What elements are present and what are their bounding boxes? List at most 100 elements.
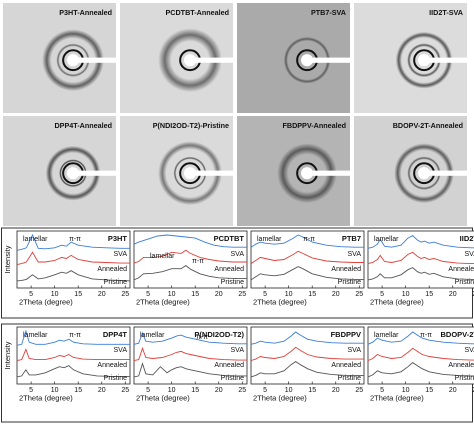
x-tick-label: 20 xyxy=(449,291,457,298)
y-axis-label: Intensity xyxy=(3,341,12,369)
pattern-tile: IID2T-SVA xyxy=(354,3,474,113)
pattern-tile: DPP4T-Annealed xyxy=(3,116,124,226)
diffraction-patterns: P3HT-Annealed PCDTBT-Annealed PTB7-SVA IID2… xyxy=(3,3,474,226)
curve-label-annealed: Annealed xyxy=(448,362,474,369)
pattern-tile: PTB7-SVA xyxy=(237,3,358,113)
x-axis-label: 2Theta (degree) xyxy=(370,394,424,403)
pattern-label: FBDPPV-Annealed xyxy=(282,121,346,130)
beamstop-center xyxy=(418,54,430,66)
x-tick-label: 15 xyxy=(425,291,433,298)
x-tick-label: 25 xyxy=(121,387,129,394)
beamstop-center xyxy=(301,167,313,179)
curve-label-sva: SVA xyxy=(231,347,245,354)
pattern-tile: FBDPPV-Annealed xyxy=(237,116,358,226)
curve-label-annealed: Annealed xyxy=(97,362,127,369)
annotation-label: lamellar xyxy=(257,236,282,243)
curve-label-annealed: Annealed xyxy=(448,266,474,273)
annotation-label: π-π xyxy=(420,332,432,339)
pattern-tile: BDOPV-2T-Annealed xyxy=(354,116,474,226)
beamstop xyxy=(424,171,467,176)
x-tick-label: 15 xyxy=(74,291,82,298)
pattern-label: P(NDI2OD-T2)-Pristine xyxy=(153,121,229,130)
x-tick-label: 25 xyxy=(121,291,129,298)
annotation-label: lamellar xyxy=(140,332,165,339)
curve-label-sva: SVA xyxy=(348,251,362,258)
pattern-label: IID2T-SVA xyxy=(429,8,463,17)
annotation-label: lamellar xyxy=(374,236,399,243)
x-axis-label: 2Theta (degree) xyxy=(253,394,307,403)
beamstop-center xyxy=(67,54,79,66)
curve-label-sva: SVA xyxy=(114,251,128,258)
curve-label-annealed: Annealed xyxy=(214,362,244,369)
beamstop-center xyxy=(67,167,79,179)
pattern-label: DPP4T-Annealed xyxy=(54,121,112,130)
annotation-label: lamellar xyxy=(23,236,48,243)
panel-title: IID2T xyxy=(460,234,474,243)
x-axis-label: 2Theta (degree) xyxy=(136,298,190,307)
beamstop xyxy=(73,171,116,176)
x-axis-label: 2Theta (degree) xyxy=(253,298,307,307)
x-tick-label: 15 xyxy=(74,387,82,394)
panel-title: PCDTBT xyxy=(214,234,245,243)
x-axis-label: 2Theta (degree) xyxy=(136,394,190,403)
annotation-label: lamellar xyxy=(374,332,399,339)
x-tick-label: 20 xyxy=(98,387,106,394)
x-tick-label: 25 xyxy=(355,291,363,298)
beamstop-center xyxy=(301,54,313,66)
x-axis-label: 2Theta (degree) xyxy=(370,298,424,307)
curve-label-pristine: Pristine xyxy=(221,279,244,286)
annotation-label: lamellar xyxy=(23,332,48,339)
x-axis-label: 2Theta (degree) xyxy=(19,394,73,403)
beamstop xyxy=(190,58,233,63)
y-axis-label: Intensity xyxy=(3,245,12,273)
panel-title: PTB7 xyxy=(342,234,361,243)
annotation-label: lamellar xyxy=(150,253,175,260)
x-tick-label: 20 xyxy=(332,387,340,394)
annotation-label: π-π xyxy=(69,332,81,339)
pattern-tile: P3HT-Annealed xyxy=(3,3,124,113)
x-tick-label: 15 xyxy=(425,387,433,394)
x-tick-label: 15 xyxy=(308,291,316,298)
annotation-label: π-π xyxy=(196,334,208,341)
pattern-tile: PCDTBT-Annealed xyxy=(120,3,241,113)
pattern-label: PCDTBT-Annealed xyxy=(166,8,230,17)
curve-label-pristine: Pristine xyxy=(221,375,244,382)
x-tick-label: 25 xyxy=(238,291,246,298)
beamstop xyxy=(73,58,116,63)
annotation-label: π-π xyxy=(192,258,204,265)
beamstop-center xyxy=(418,167,430,179)
x-tick-label: 20 xyxy=(215,387,223,394)
panel-title: DPP4T xyxy=(103,330,128,339)
pattern-label: BDOPV-2T-Annealed xyxy=(393,121,463,130)
curve-label-sva: SVA xyxy=(231,251,245,258)
beamstop xyxy=(190,171,233,176)
beamstop-center xyxy=(184,167,196,179)
curve-label-annealed: Annealed xyxy=(214,266,244,273)
panel-title: BDOPV-2T xyxy=(440,330,474,339)
x-tick-label: 25 xyxy=(238,387,246,394)
x-tick-label: 20 xyxy=(449,387,457,394)
x-axis-label: 2Theta (degree) xyxy=(19,298,73,307)
pattern-label: PTB7-SVA xyxy=(311,8,346,17)
annotation-label: π-π xyxy=(303,236,315,243)
curve-label-sva: SVA xyxy=(465,347,474,354)
x-tick-label: 20 xyxy=(215,291,223,298)
curve-label-annealed: Annealed xyxy=(97,266,127,273)
curve-label-pristine: Pristine xyxy=(455,375,474,382)
x-tick-label: 15 xyxy=(191,387,199,394)
x-tick-label: 15 xyxy=(308,387,316,394)
pattern-label: P3HT-Annealed xyxy=(59,8,112,17)
annotation-label: π-π xyxy=(69,236,81,243)
x-tick-label: 20 xyxy=(98,291,106,298)
beamstop xyxy=(307,171,350,176)
